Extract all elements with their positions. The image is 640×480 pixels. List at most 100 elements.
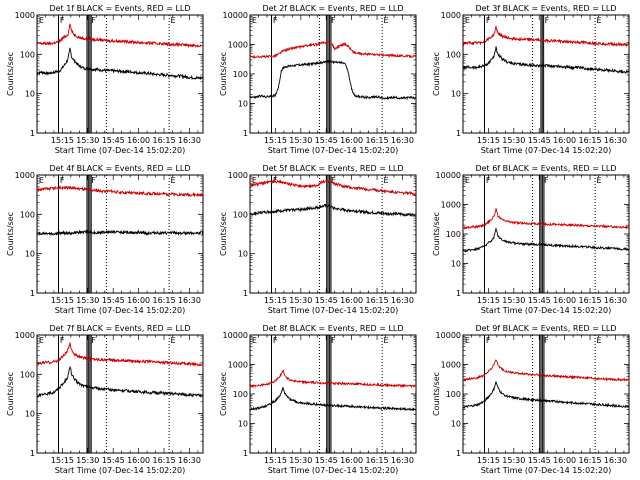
- events-series-line: [462, 381, 630, 409]
- y-axis-label: Counts/sec: [6, 52, 15, 96]
- x-axis-label: Start Time (07-Dec-14 15:02:20): [268, 466, 399, 475]
- flag-label: E: [465, 336, 470, 345]
- flag-label: F: [486, 176, 491, 185]
- events-series-line: [249, 59, 417, 101]
- x-axis-label: Start Time (07-Dec-14 15:02:20): [55, 466, 186, 475]
- flag-label: E: [39, 336, 44, 345]
- x-axis-label: Start Time (07-Dec-14 15:02:20): [268, 146, 399, 155]
- x-tick-label: 16:00: [553, 456, 576, 465]
- lld-series-line: [36, 23, 204, 48]
- flag-label: E: [170, 16, 175, 25]
- plot-frame: [249, 174, 417, 294]
- x-tick-label: 16:00: [340, 456, 363, 465]
- y-tick-label: 10: [238, 420, 248, 429]
- events-series-line: [249, 203, 417, 217]
- y-tick-label: 1: [243, 289, 248, 298]
- plot-title: Det 8f BLACK = Events, RED = LLD: [262, 324, 403, 333]
- x-tick-label: 15:15: [477, 456, 500, 465]
- x-tick-label: 16:15: [579, 456, 602, 465]
- x-tick-label: 16:00: [127, 296, 150, 305]
- x-tick-label: 15:15: [264, 136, 287, 145]
- y-tick-label: 1000: [15, 11, 35, 20]
- flag-label: F: [60, 336, 65, 345]
- y-tick-label: 1: [456, 129, 461, 138]
- x-tick-label: 15:15: [51, 136, 74, 145]
- y-axis-label: Counts/sec: [6, 212, 15, 256]
- y-axis-label: Counts/sec: [432, 372, 441, 416]
- flag-label: E: [252, 176, 257, 185]
- x-tick-label: 15:45: [315, 296, 338, 305]
- x-tick-label: 15:15: [477, 296, 500, 305]
- y-axis-label: Counts/sec: [432, 52, 441, 96]
- y-tick-label: 1000: [228, 171, 248, 180]
- lld-series-line: [249, 40, 417, 59]
- y-tick-label: 1: [243, 449, 248, 458]
- y-tick-label: 10: [25, 90, 35, 99]
- x-tick-label: 16:30: [604, 296, 627, 305]
- y-tick-label: 10000: [436, 171, 461, 180]
- y-tick-label: 1: [243, 129, 248, 138]
- y-tick-label: 100: [233, 210, 248, 219]
- x-tick-label: 15:15: [264, 296, 287, 305]
- y-tick-label: 100: [446, 390, 461, 399]
- lld-series-line: [462, 359, 630, 382]
- y-axis-label: Counts/sec: [219, 212, 228, 256]
- y-tick-label: 1000: [15, 171, 35, 180]
- x-tick-label: 16:00: [340, 296, 363, 305]
- x-tick-label: 15:45: [315, 136, 338, 145]
- plot-panel: Det 8f BLACK = Events, RED = LLD 1 10 100 10…: [219, 324, 417, 475]
- x-tick-label: 15:30: [76, 296, 99, 305]
- x-axis-label: Start Time (07-Dec-14 15:02:20): [55, 306, 186, 315]
- x-tick-label: 15:30: [289, 136, 312, 145]
- y-tick-label: 100: [446, 50, 461, 59]
- flag-label: E: [39, 176, 44, 185]
- x-tick-label: 16:00: [127, 136, 150, 145]
- flag-label: E: [383, 176, 388, 185]
- x-tick-label: 15:45: [528, 456, 551, 465]
- events-series-line: [462, 227, 630, 253]
- y-tick-label: 1000: [441, 201, 461, 210]
- plot-title: Det 1f BLACK = Events, RED = LLD: [49, 4, 190, 13]
- flag-label: F: [486, 336, 491, 345]
- flag-label: F: [331, 16, 336, 25]
- y-tick-label: 10: [25, 410, 35, 419]
- flag-label: E: [383, 336, 388, 345]
- plot-title: Det 4f BLACK = Events, RED = LLD: [49, 164, 190, 173]
- plot-frame: [36, 334, 204, 454]
- x-tick-label: 15:45: [528, 296, 551, 305]
- y-tick-label: 1000: [441, 11, 461, 20]
- y-tick-label: 100: [20, 370, 35, 379]
- flag-label: F: [60, 16, 65, 25]
- plot-title: Det 3f BLACK = Events, RED = LLD: [475, 4, 616, 13]
- flag-label: F: [544, 336, 549, 345]
- y-tick-label: 10000: [436, 331, 461, 340]
- x-tick-label: 15:30: [502, 456, 525, 465]
- y-tick-label: 10: [451, 260, 461, 269]
- x-tick-label: 15:45: [102, 296, 125, 305]
- x-axis-label: Start Time (07-Dec-14 15:02:20): [268, 306, 399, 315]
- x-tick-label: 16:15: [579, 296, 602, 305]
- x-tick-label: 16:30: [178, 456, 201, 465]
- x-tick-label: 15:30: [76, 136, 99, 145]
- y-tick-label: 1: [456, 449, 461, 458]
- y-tick-label: 10: [238, 100, 248, 109]
- y-tick-label: 10: [451, 420, 461, 429]
- plot-panel: Det 2f BLACK = Events, RED = LLD 1 10 100 10…: [219, 4, 417, 155]
- plot-panel: Det 4f BLACK = Events, RED = LLD 1 10 100 10…: [6, 164, 204, 315]
- x-tick-label: 16:00: [553, 136, 576, 145]
- y-tick-label: 1000: [228, 361, 248, 370]
- x-tick-label: 16:30: [178, 296, 201, 305]
- plot-title: Det 6f BLACK = Events, RED = LLD: [475, 164, 616, 173]
- x-tick-label: 16:15: [366, 456, 389, 465]
- x-axis-label: Start Time (07-Dec-14 15:02:20): [481, 466, 612, 475]
- y-tick-label: 10: [25, 250, 35, 259]
- flag-label: E: [39, 16, 44, 25]
- plot-panel: Det 3f BLACK = Events, RED = LLD 1 10 100 10…: [432, 4, 630, 155]
- x-tick-label: 16:30: [604, 136, 627, 145]
- flag-label: E: [252, 16, 257, 25]
- y-tick-label: 100: [20, 50, 35, 59]
- flag-label: F: [544, 176, 549, 185]
- y-tick-label: 10000: [223, 331, 248, 340]
- plot-panel: Det 6f BLACK = Events, RED = LLD 1 10 100 10…: [432, 164, 630, 315]
